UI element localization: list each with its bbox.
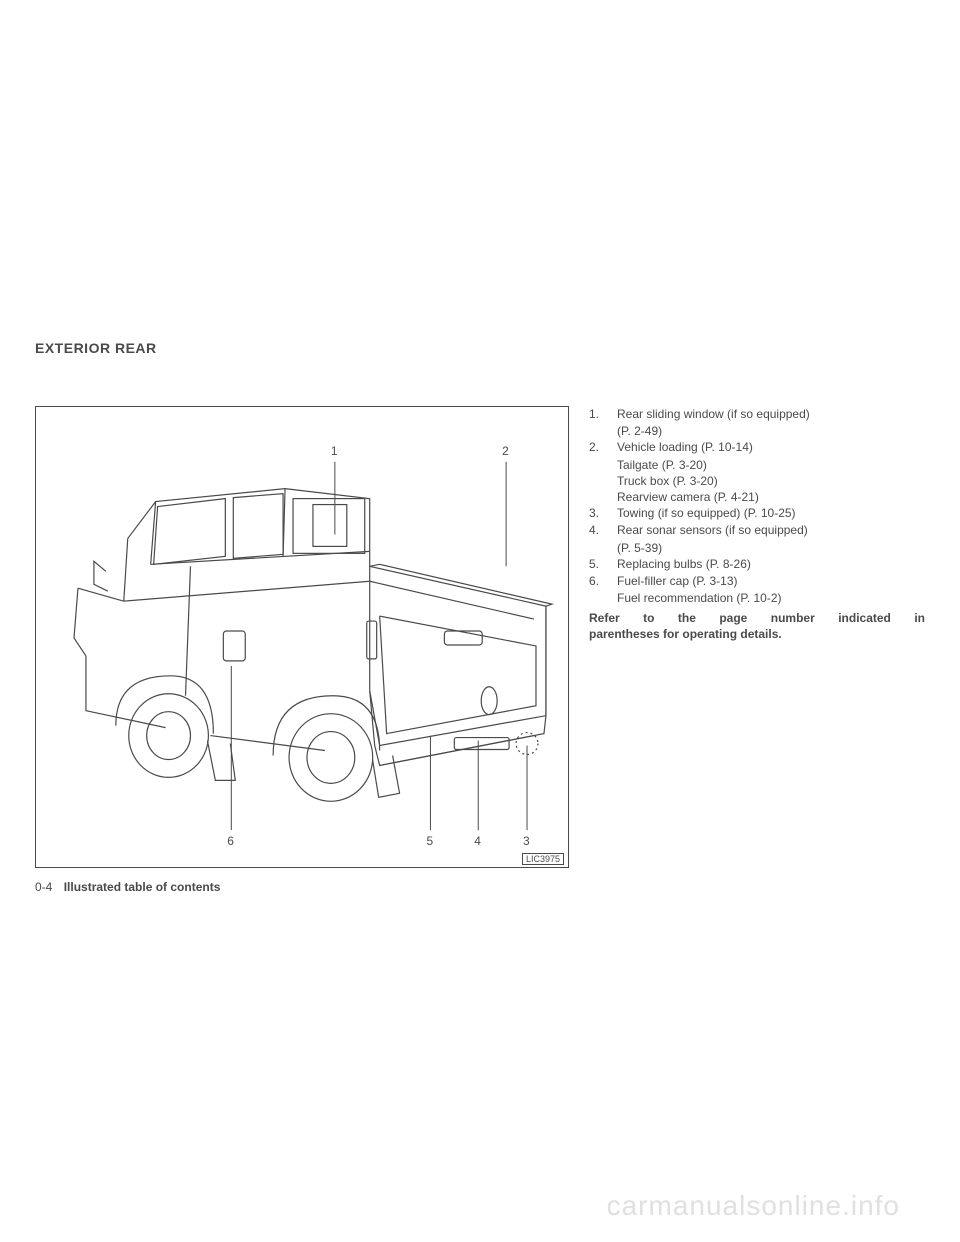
svg-text:1: 1 (331, 444, 338, 458)
list-text: Rear sliding window (if so equipped) (617, 406, 925, 422)
callout-list: 1. Rear sliding window (if so equipped) … (589, 406, 925, 643)
watermark: carmanualsonline.info (607, 1190, 900, 1222)
refer-note: Refer to the page number indicated in (589, 610, 925, 626)
list-number: 3. (589, 505, 617, 521)
list-text: (P. 5-39) (617, 540, 925, 556)
diagram-code: LIC3975 (522, 853, 564, 865)
refer-note: parentheses for operating details. (589, 626, 925, 642)
list-text: Fuel-filler cap (P. 3-13) (617, 573, 925, 589)
list-item: 1. Rear sliding window (if so equipped) (589, 406, 925, 422)
list-text: Truck box (P. 3-20) (617, 473, 925, 489)
section-heading: EXTERIOR REAR (35, 340, 925, 356)
page-number: 0-4 (35, 880, 52, 894)
list-number: 1. (589, 406, 617, 422)
list-item: 4. Rear sonar sensors (if so equipped) (589, 522, 925, 538)
content-row: 1 2 3 4 5 6 LIC3975 1. Rear sliding wind… (35, 406, 925, 868)
list-text: Replacing bulbs (P. 8-26) (617, 556, 925, 572)
svg-text:6: 6 (227, 834, 234, 848)
list-item: 6. Fuel-filler cap (P. 3-13) (589, 573, 925, 589)
list-number: 2. (589, 439, 617, 455)
list-text: Vehicle loading (P. 10-14) (617, 439, 925, 455)
list-text: Tailgate (P. 3-20) (617, 457, 925, 473)
list-text: Towing (if so equipped) (P. 10-25) (617, 505, 925, 521)
list-item: 5. Replacing bulbs (P. 8-26) (589, 556, 925, 572)
svg-text:3: 3 (523, 834, 530, 848)
svg-text:5: 5 (426, 834, 433, 848)
list-text: Rearview camera (P. 4-21) (617, 489, 925, 505)
list-item: 2. Vehicle loading (P. 10-14) (589, 439, 925, 455)
page-footer: 0-4 Illustrated table of contents (35, 880, 220, 894)
svg-text:2: 2 (502, 444, 509, 458)
list-item: 3. Towing (if so equipped) (P. 10-25) (589, 505, 925, 521)
list-text: Fuel recommendation (P. 10-2) (617, 590, 925, 606)
footer-title: Illustrated table of contents (64, 880, 221, 894)
list-text: (P. 2-49) (617, 423, 925, 439)
svg-text:4: 4 (474, 834, 481, 848)
vehicle-diagram: 1 2 3 4 5 6 LIC3975 (35, 406, 569, 868)
list-number: 4. (589, 522, 617, 538)
list-number: 5. (589, 556, 617, 572)
list-text: Rear sonar sensors (if so equipped) (617, 522, 925, 538)
list-number: 6. (589, 573, 617, 589)
